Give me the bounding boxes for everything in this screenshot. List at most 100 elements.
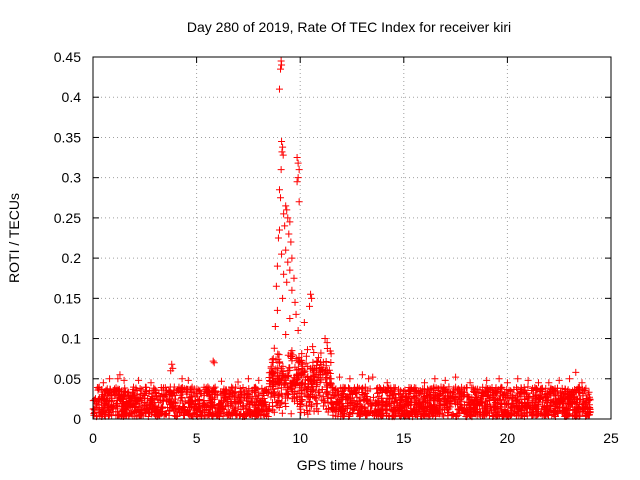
- data-point: [331, 406, 339, 414]
- data-point: [139, 412, 147, 420]
- data-point: [383, 379, 391, 387]
- data-point: [277, 367, 285, 375]
- data-point: [483, 376, 491, 384]
- data-point: [578, 379, 586, 387]
- data-point: [486, 385, 494, 393]
- data-point: [205, 397, 213, 405]
- data-point: [312, 364, 320, 372]
- data-point: [293, 178, 301, 186]
- data-point: [551, 389, 559, 397]
- y-tick-label: 0.1: [62, 331, 82, 347]
- data-point: [574, 384, 582, 392]
- data-point: [577, 395, 585, 403]
- data-point: [199, 403, 207, 411]
- data-point: [383, 411, 391, 419]
- data-point: [366, 385, 374, 393]
- x-tick-label: 25: [603, 430, 619, 446]
- data-point: [184, 376, 192, 384]
- data-point: [370, 393, 378, 401]
- data-point: [107, 406, 115, 414]
- data-point: [327, 381, 335, 389]
- data-point: [272, 377, 280, 385]
- data-point: [300, 318, 308, 326]
- data-point: [337, 384, 345, 392]
- data-point: [407, 407, 415, 415]
- data-point: [482, 397, 490, 405]
- data-point: [458, 397, 466, 405]
- data-point: [394, 402, 402, 410]
- data-point: [135, 376, 143, 384]
- data-point: [310, 394, 318, 402]
- data-point: [260, 411, 268, 419]
- data-point: [405, 384, 413, 392]
- data-point: [95, 394, 103, 402]
- data-point: [173, 388, 181, 396]
- data-point: [267, 393, 275, 401]
- data-point: [144, 395, 152, 403]
- data-point: [294, 159, 302, 167]
- data-point: [436, 398, 444, 406]
- data-point: [123, 401, 131, 409]
- data-point: [275, 404, 283, 412]
- data-point: [293, 399, 301, 407]
- data-point: [383, 406, 391, 414]
- data-point: [391, 394, 399, 402]
- data-point: [323, 394, 331, 402]
- data-point: [322, 389, 330, 397]
- data-point: [390, 390, 398, 398]
- data-point: [120, 376, 128, 384]
- data-point: [513, 401, 521, 409]
- data-point: [178, 375, 186, 383]
- data-point: [472, 388, 480, 396]
- data-point: [275, 351, 283, 359]
- data-point: [256, 398, 264, 406]
- data-point: [436, 390, 444, 398]
- data-point: [113, 405, 121, 413]
- data-point: [327, 375, 335, 383]
- data-point: [196, 396, 204, 404]
- data-point: [313, 405, 321, 413]
- data-point: [228, 403, 236, 411]
- data-point: [294, 174, 302, 182]
- data-point: [101, 390, 109, 398]
- data-point: [128, 393, 136, 401]
- data-point: [542, 406, 550, 414]
- data-point: [287, 382, 295, 390]
- data-point: [317, 358, 325, 366]
- data-point: [529, 384, 537, 392]
- data-point: [285, 230, 293, 238]
- data-point: [293, 154, 301, 162]
- data-point: [283, 383, 291, 391]
- data-point: [132, 384, 140, 392]
- data-point: [489, 388, 497, 396]
- data-point: [370, 408, 378, 416]
- data-point: [182, 388, 190, 396]
- data-point: [411, 389, 419, 397]
- data-point: [108, 388, 116, 396]
- data-point: [451, 390, 459, 398]
- data-point: [380, 384, 388, 392]
- data-point: [339, 392, 347, 400]
- data-point: [115, 392, 123, 400]
- data-point: [538, 412, 546, 420]
- data-point: [269, 355, 277, 363]
- data-point: [298, 350, 306, 358]
- data-point: [125, 391, 133, 399]
- data-point: [576, 405, 584, 413]
- data-point: [294, 356, 302, 364]
- data-point: [205, 410, 213, 418]
- data-point: [104, 392, 112, 400]
- data-point: [572, 398, 580, 406]
- data-point: [581, 386, 589, 394]
- data-point: [100, 404, 108, 412]
- grid-lines: [93, 57, 611, 419]
- data-point: [507, 391, 515, 399]
- x-axis-label: GPS time / hours: [297, 457, 404, 473]
- x-tick-label: 0: [89, 430, 97, 446]
- data-point: [268, 371, 276, 379]
- data-point: [261, 386, 269, 394]
- data-point: [206, 391, 214, 399]
- data-point: [275, 359, 283, 367]
- data-point: [426, 393, 434, 401]
- data-point: [158, 386, 166, 394]
